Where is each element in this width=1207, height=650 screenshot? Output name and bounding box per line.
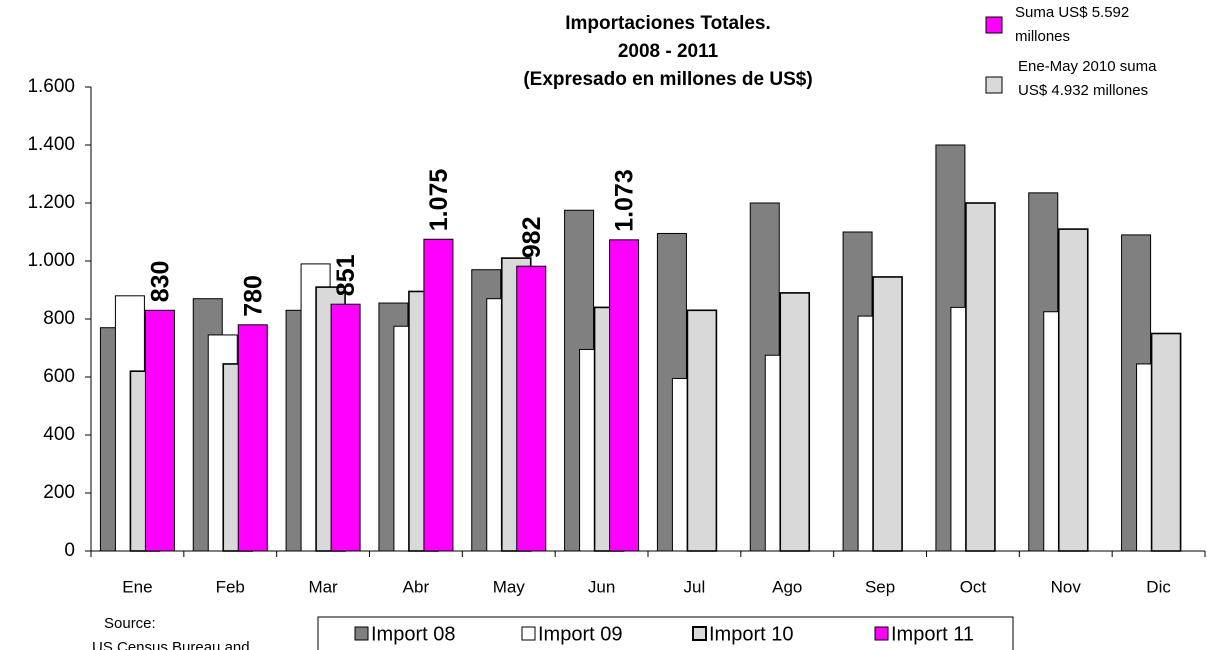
value-label: 1.075 — [425, 169, 453, 232]
x-tick-label: Ene — [122, 577, 152, 596]
x-tick-label: Ago — [772, 577, 802, 596]
x-tick-label: Sep — [865, 577, 895, 596]
legend-label: Import 09 — [538, 623, 622, 645]
x-tick-label: May — [493, 577, 526, 596]
annotation: millones — [1015, 28, 1070, 45]
value-label: 982 — [518, 217, 546, 259]
bar — [1057, 228, 1089, 552]
x-tick-label: Jul — [684, 577, 706, 596]
x-tick-label: Dic — [1146, 577, 1171, 596]
bar — [144, 309, 175, 552]
annotation: Suma US$ 5.592 — [1015, 4, 1129, 21]
chart-title: (Expresado en millones de US$) — [523, 69, 812, 90]
x-tick-label: Abr — [403, 577, 430, 596]
x-tick-label: Jun — [588, 577, 615, 596]
y-tick-label: 800 — [43, 308, 75, 329]
bar — [686, 309, 718, 552]
value-label: 830 — [147, 261, 175, 303]
y-tick-label: 1.000 — [27, 250, 75, 271]
x-tick-label: Mar — [308, 577, 338, 596]
bar — [330, 303, 361, 552]
annotation-swatch — [985, 76, 1003, 94]
legend-box — [317, 616, 1014, 650]
legend-label: Import 10 — [709, 623, 793, 645]
bar — [965, 202, 996, 552]
bar — [609, 239, 640, 552]
chart-title: Importaciones Totales. — [565, 13, 771, 34]
y-tick-label: 200 — [43, 482, 75, 503]
bar — [423, 238, 454, 552]
legend-label: Import 11 — [891, 623, 974, 645]
annotation: Ene-May 2010 suma — [1018, 58, 1157, 75]
bar — [516, 265, 547, 552]
legend-swatch — [354, 626, 369, 641]
legend-swatch — [874, 626, 889, 641]
x-tick-label: Feb — [216, 577, 245, 596]
y-tick-label: 0 — [64, 540, 75, 561]
annotation: US$ 4.932 millones — [1018, 82, 1148, 99]
x-tick-label: Oct — [960, 577, 987, 596]
value-label: 1.073 — [611, 169, 639, 232]
y-tick-label: 400 — [43, 424, 75, 445]
bar — [872, 276, 903, 552]
bar — [1150, 332, 1182, 552]
bar — [779, 292, 811, 552]
legend-swatch — [521, 626, 536, 641]
value-label: 780 — [239, 275, 267, 317]
source: Source: — [104, 615, 156, 632]
legend-swatch — [692, 626, 707, 641]
legend-label: Import 08 — [371, 623, 455, 645]
value-label: 851 — [332, 254, 360, 296]
annotation-swatch — [985, 16, 1003, 34]
source: US Census Bureau and — [92, 639, 250, 650]
chart-title: 2008 - 2011 — [618, 41, 719, 62]
bar — [237, 324, 268, 552]
y-tick-label: 1.600 — [27, 76, 75, 97]
x-tick-label: Nov — [1051, 577, 1082, 596]
y-tick-label: 1.400 — [27, 134, 75, 155]
y-tick-label: 600 — [43, 366, 75, 387]
y-tick-label: 1.200 — [27, 192, 75, 213]
